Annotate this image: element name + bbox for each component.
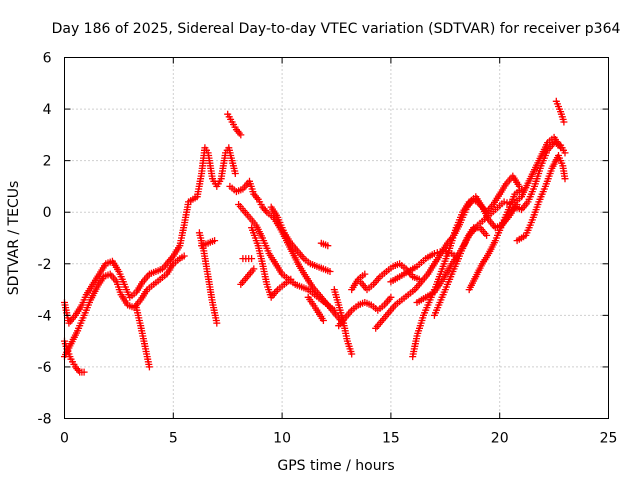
data-point: [250, 265, 258, 273]
x-tick-label: 15: [382, 431, 400, 447]
data-point: [145, 363, 153, 371]
data-point: [513, 201, 521, 208]
x-tick-label: 0: [60, 431, 69, 447]
data-markers: [61, 97, 569, 376]
x-tick-label: 5: [169, 431, 178, 447]
y-tick-label: 4: [43, 102, 52, 118]
data-point: [211, 237, 219, 245]
data-point: [561, 175, 569, 183]
data-point: [557, 144, 565, 152]
y-tick-label: 0: [43, 205, 52, 221]
y-tick-label: -2: [38, 257, 52, 273]
chart-title: Day 186 of 2025, Sidereal Day-to-day VTE…: [52, 21, 621, 37]
data-point: [348, 350, 356, 358]
data-point: [560, 118, 568, 126]
y-tick-label: -6: [38, 360, 52, 376]
data-point: [387, 293, 395, 301]
data-point: [561, 149, 569, 157]
y-axis-label: SDTVAR / TECUs: [6, 181, 22, 296]
data-point: [231, 170, 239, 177]
data-point: [361, 270, 369, 278]
data-point: [213, 319, 221, 327]
y-tick-label: 6: [43, 51, 52, 67]
x-axis-label: GPS time / hours: [277, 458, 394, 474]
x-tick-label: 10: [273, 431, 291, 447]
x-tick-label: 20: [491, 431, 509, 447]
data-point: [518, 185, 525, 193]
y-tick-label: -4: [38, 308, 52, 324]
data-point: [180, 252, 188, 260]
data-point: [324, 242, 332, 250]
x-tick-label: 25: [600, 431, 618, 447]
data-point: [326, 268, 334, 275]
data-point: [80, 368, 88, 376]
data-point: [248, 255, 256, 263]
data-point: [237, 131, 245, 139]
axis-ticks: 0 5 10 15 20 25 -8 -6 -4 -2 0 2 4 6: [38, 51, 618, 447]
data-point: [319, 317, 327, 324]
data-point: [483, 231, 491, 239]
y-tick-label: 2: [43, 154, 52, 170]
y-tick-label: -8: [38, 412, 52, 428]
data-point: [287, 275, 295, 283]
plot-frame: [64, 57, 609, 419]
